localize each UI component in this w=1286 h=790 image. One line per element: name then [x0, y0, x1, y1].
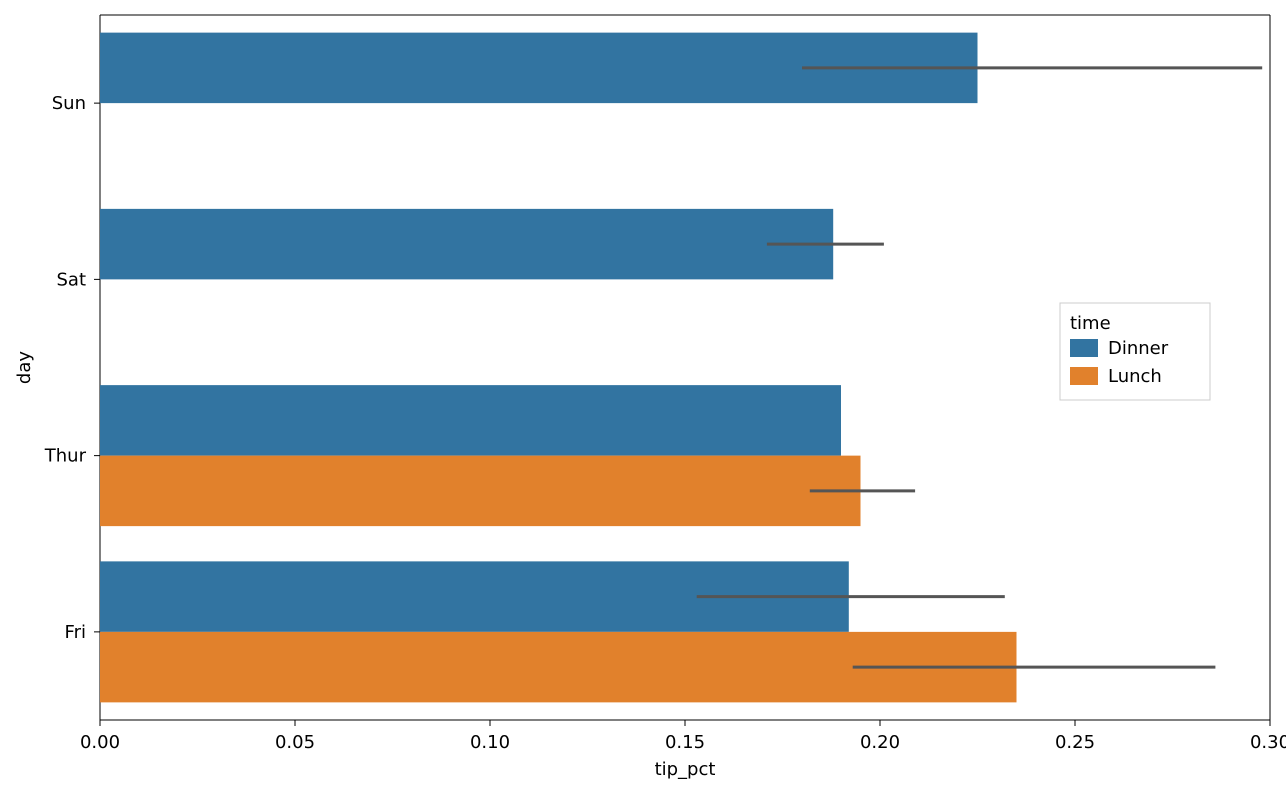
chart-container: 0.00 0.05 0.10 0.15 0.20 0.25 0.30 tip_pct Sun Sa… — [0, 0, 1286, 790]
x-tick-label: 0.15 — [665, 732, 705, 753]
y-tick-label: Sat — [56, 269, 86, 290]
x-tick-label: 0.05 — [275, 732, 315, 753]
x-tick-label: 0.00 — [80, 732, 120, 753]
bar — [100, 385, 841, 456]
x-axis-label: tip_pct — [655, 759, 716, 780]
y-tick-label: Sun — [52, 93, 86, 114]
y-tick-label: Fri — [65, 622, 86, 643]
y-tick-label: Thur — [44, 446, 87, 467]
legend-swatch — [1070, 339, 1098, 357]
bar — [100, 209, 833, 280]
x-tick-label: 0.25 — [1055, 732, 1095, 753]
x-tick-label: 0.10 — [470, 732, 510, 753]
legend-swatch — [1070, 367, 1098, 385]
x-tick-label: 0.30 — [1250, 732, 1286, 753]
y-axis-label: day — [14, 351, 35, 384]
bar-chart-svg: 0.00 0.05 0.10 0.15 0.20 0.25 0.30 tip_pct Sun Sa… — [0, 0, 1286, 790]
bar — [100, 456, 861, 527]
legend-label: Lunch — [1108, 366, 1162, 387]
legend-title: time — [1070, 313, 1111, 334]
x-tick-label: 0.20 — [860, 732, 900, 753]
legend-label: Dinner — [1108, 338, 1169, 359]
